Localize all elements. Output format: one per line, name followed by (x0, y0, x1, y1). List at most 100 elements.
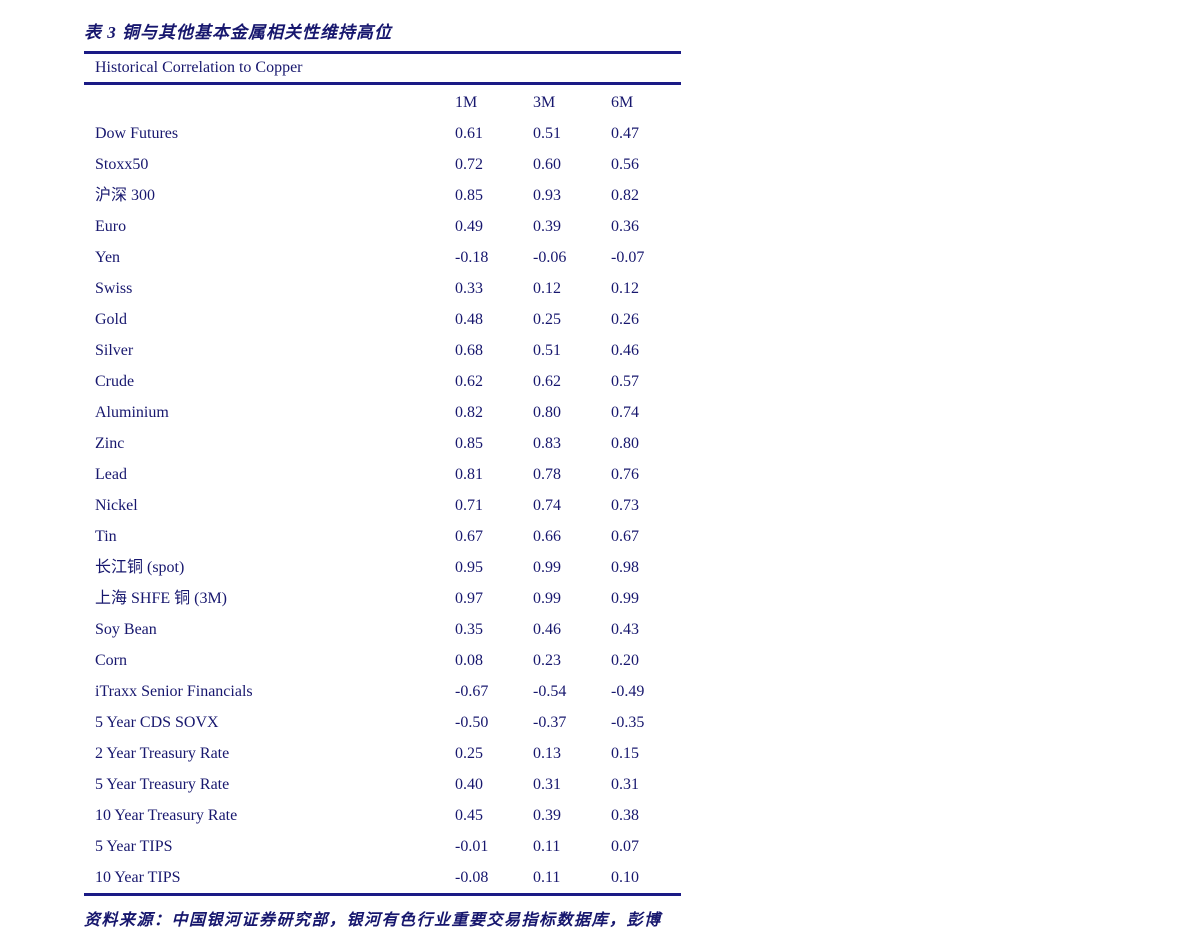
value-3m: 0.46 (533, 621, 561, 638)
value-1m: 0.85 (455, 187, 483, 204)
table-row: Soy Bean 0.35 0.46 0.43 (84, 614, 681, 645)
row-label: 上海 SHFE 铜 (3M) (95, 590, 228, 607)
table-row: iTraxx Senior Financials -0.67 -0.54 -0.… (84, 676, 681, 707)
value-3m: 0.23 (533, 652, 561, 669)
value-1m: 0.25 (455, 745, 483, 762)
value-3m: 0.60 (533, 156, 561, 173)
value-3m: 0.39 (533, 218, 561, 235)
table-header-caption: Historical Correlation to Copper (95, 59, 303, 76)
table-row: Nickel 0.71 0.74 0.73 (84, 490, 681, 521)
table-row: Swiss 0.33 0.12 0.12 (84, 273, 681, 304)
table-row: 10 Year Treasury Rate 0.45 0.39 0.38 (84, 800, 681, 831)
value-6m: 0.12 (611, 280, 639, 297)
table-row: 5 Year Treasury Rate 0.40 0.31 0.31 (84, 769, 681, 800)
row-label: 5 Year TIPS (95, 838, 173, 855)
table-row: 5 Year TIPS -0.01 0.11 0.07 (84, 831, 681, 862)
value-1m: 0.68 (455, 342, 483, 359)
value-6m: 0.98 (611, 559, 639, 576)
value-6m: 0.38 (611, 807, 639, 824)
row-label: Nickel (95, 497, 138, 514)
row-label: 10 Year TIPS (95, 869, 181, 886)
value-6m: 0.20 (611, 652, 639, 669)
row-label: Yen (95, 249, 121, 266)
table-row: Euro 0.49 0.39 0.36 (84, 211, 681, 242)
rule-top (84, 51, 681, 54)
value-6m: 0.36 (611, 218, 639, 235)
value-6m: -0.35 (611, 714, 645, 731)
row-label: 2 Year Treasury Rate (95, 745, 230, 762)
row-label: Soy Bean (95, 621, 157, 638)
value-1m: 0.35 (455, 621, 483, 638)
value-1m: 0.33 (455, 280, 483, 297)
table-row: 10 Year TIPS -0.08 0.11 0.10 (84, 862, 681, 893)
value-1m: 0.40 (455, 776, 483, 793)
value-6m: 0.15 (611, 745, 639, 762)
value-1m: 0.81 (455, 466, 483, 483)
table-row: Yen -0.18 -0.06 -0.07 (84, 242, 681, 273)
row-label: Stoxx50 (95, 156, 149, 173)
row-label: 10 Year Treasury Rate (95, 807, 238, 824)
row-label: 沪深 300 (95, 187, 156, 204)
value-6m: 0.74 (611, 404, 639, 421)
value-1m: 0.85 (455, 435, 483, 452)
value-6m: 0.99 (611, 590, 639, 607)
value-6m: 0.76 (611, 466, 639, 483)
value-3m: 0.13 (533, 745, 561, 762)
row-label: Euro (95, 218, 127, 235)
value-1m: 0.45 (455, 807, 483, 824)
value-3m: 0.62 (533, 373, 561, 390)
table-title: 表 3 铜与其他基本金属相关性维持高位 (84, 23, 392, 42)
value-6m: 0.10 (611, 869, 639, 886)
value-3m: 0.25 (533, 311, 561, 328)
value-1m: -0.67 (455, 683, 489, 700)
value-3m: 0.12 (533, 280, 561, 297)
value-3m: 0.11 (533, 869, 561, 886)
value-1m: -0.50 (455, 714, 489, 731)
source-note: 资料来源：中国银河证券研究部，银河有色行业重要交易指标数据库，彭博 (84, 912, 662, 929)
row-label: Tin (95, 528, 117, 545)
table-row: Corn 0.08 0.23 0.20 (84, 645, 681, 676)
value-3m: 0.99 (533, 590, 561, 607)
value-1m: 0.95 (455, 559, 483, 576)
table-row: Tin 0.67 0.66 0.67 (84, 521, 681, 552)
table-row: Dow Futures 0.61 0.51 0.47 (84, 118, 681, 149)
value-1m: 0.48 (455, 311, 483, 328)
table-row: Lead 0.81 0.78 0.76 (84, 459, 681, 490)
value-1m: 0.71 (455, 497, 483, 514)
value-1m: -0.18 (455, 249, 489, 266)
row-label: Crude (95, 373, 135, 390)
value-6m: 0.43 (611, 621, 639, 638)
rule-middle (84, 82, 681, 85)
row-label: iTraxx Senior Financials (95, 683, 253, 700)
value-1m: 0.72 (455, 156, 483, 173)
correlation-table-block: 表 3 铜与其他基本金属相关性维持高位 Historical Correlati… (84, 22, 681, 930)
correlation-table-body: Dow Futures 0.61 0.51 0.47 Stoxx50 0.72 … (84, 118, 681, 893)
table-row: 5 Year CDS SOVX -0.50 -0.37 -0.35 (84, 707, 681, 738)
value-3m: 0.31 (533, 776, 561, 793)
rule-bottom (84, 893, 681, 896)
value-3m: 0.11 (533, 838, 561, 855)
row-label: Corn (95, 652, 127, 669)
value-3m: 0.51 (533, 125, 561, 142)
column-header-6m: 6M (611, 94, 634, 111)
column-header-3m: 3M (533, 94, 556, 111)
row-label: Swiss (95, 280, 133, 297)
table-row: Aluminium 0.82 0.80 0.74 (84, 397, 681, 428)
table-row: 2 Year Treasury Rate 0.25 0.13 0.15 (84, 738, 681, 769)
row-label: 5 Year CDS SOVX (95, 714, 219, 731)
value-6m: 0.46 (611, 342, 639, 359)
value-3m: 0.99 (533, 559, 561, 576)
row-label: 5 Year Treasury Rate (95, 776, 230, 793)
value-6m: 0.73 (611, 497, 639, 514)
table-row: Silver 0.68 0.51 0.46 (84, 335, 681, 366)
table-row: Zinc 0.85 0.83 0.80 (84, 428, 681, 459)
value-3m: 0.83 (533, 435, 561, 452)
value-1m: 0.61 (455, 125, 483, 142)
value-1m: 0.49 (455, 218, 483, 235)
value-6m: 0.80 (611, 435, 639, 452)
value-1m: 0.08 (455, 652, 483, 669)
value-1m: 0.67 (455, 528, 483, 545)
value-3m: 0.66 (533, 528, 561, 545)
row-label: 长江铜 (spot) (95, 559, 185, 576)
